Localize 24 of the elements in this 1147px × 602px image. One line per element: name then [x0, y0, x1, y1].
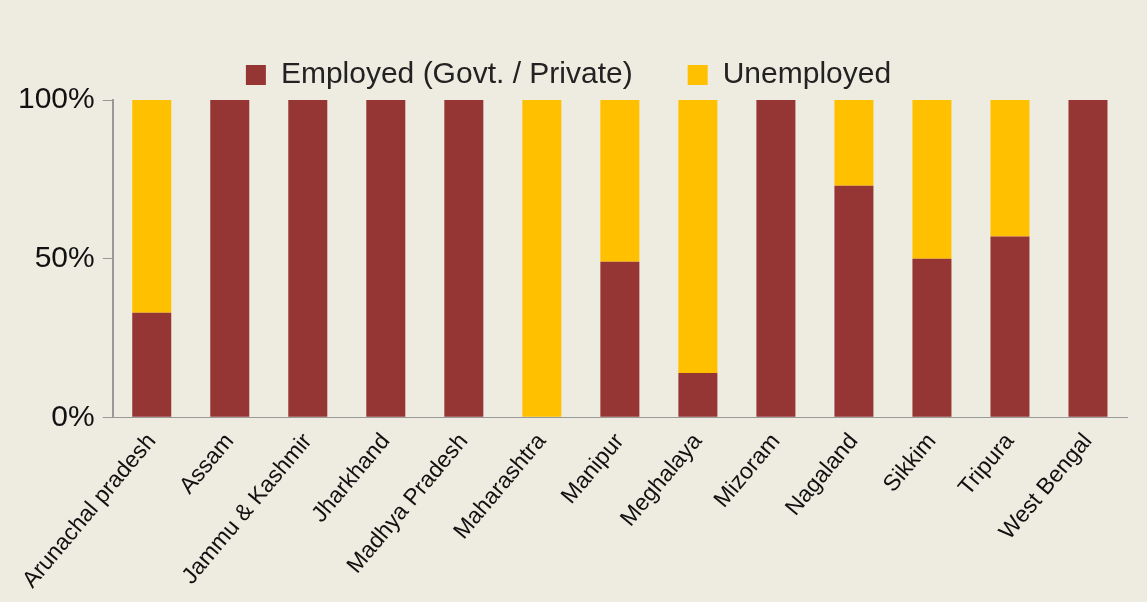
bar	[834, 100, 874, 186]
bar	[678, 372, 718, 417]
bar	[132, 100, 172, 313]
bar	[912, 100, 952, 259]
bar	[990, 236, 1030, 417]
bar	[522, 100, 562, 417]
bar	[756, 100, 796, 417]
legend-label: Employed (Govt. / Private)	[280, 56, 633, 90]
bar	[600, 261, 640, 417]
bar	[678, 100, 718, 373]
bar	[210, 100, 250, 417]
bar	[366, 100, 406, 417]
bar	[600, 100, 640, 262]
bar	[288, 100, 328, 417]
bar	[1068, 100, 1108, 417]
bar	[132, 312, 172, 417]
bar	[990, 100, 1030, 237]
bar	[444, 100, 484, 417]
y-tick-label: 100%	[17, 81, 95, 115]
y-tick-label: 0%	[51, 398, 95, 432]
y-tick-label: 50%	[34, 239, 95, 273]
legend-label: Unemployed	[722, 56, 892, 90]
bar	[912, 258, 952, 417]
bar	[834, 185, 874, 417]
